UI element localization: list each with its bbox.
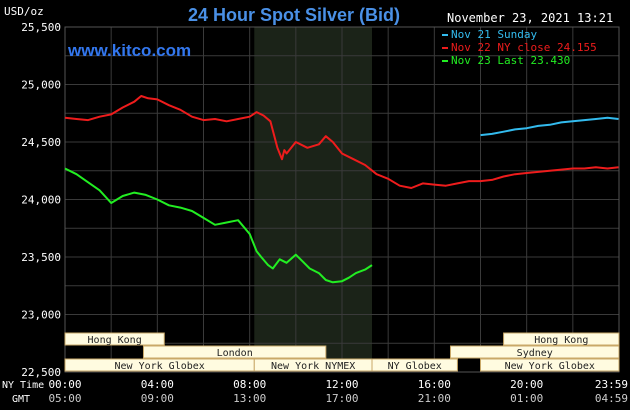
timestamp: November 23, 2021 13:21 bbox=[447, 11, 613, 25]
y-axis-label: USD/oz bbox=[4, 5, 44, 18]
grid-lines bbox=[64, 26, 620, 373]
session-bar: NY Globex bbox=[371, 358, 458, 372]
session-bar-box bbox=[371, 358, 458, 372]
session-bar: New York NYMEX bbox=[253, 358, 373, 372]
y-tick-labels: 25,500 25,000 24,500 24,000 23,500 23,000 22,5… bbox=[21, 21, 61, 379]
series-layer bbox=[64, 95, 619, 284]
legend-entry: Nov 23 Last 23.430 bbox=[451, 54, 570, 67]
session-bar: New York Globex bbox=[64, 358, 255, 372]
session-bar-label: NY Globex bbox=[388, 361, 442, 372]
watermark: www.kitco.com bbox=[67, 41, 191, 60]
x-tick-label-gmt: 21:00 bbox=[418, 392, 451, 405]
session-bar-label: New York Globex bbox=[114, 361, 204, 372]
x-axis-label-ny: NY Time bbox=[2, 380, 44, 391]
chart-title: 24 Hour Spot Silver (Bid) bbox=[188, 5, 400, 25]
session-bar-box bbox=[64, 332, 165, 346]
x-tick-label-gmt: 01:00 bbox=[510, 392, 543, 405]
session-bar: London bbox=[142, 345, 327, 359]
plot-border bbox=[64, 26, 620, 373]
y-tick-label: 23,500 bbox=[21, 251, 61, 264]
y-tick-label: 25,000 bbox=[21, 79, 61, 92]
x-tick-label-gmt: 05:00 bbox=[48, 392, 81, 405]
x-tick-label: 00:00 bbox=[48, 378, 81, 391]
legend-entry: Nov 22 NY close 24.155 bbox=[451, 41, 597, 54]
series-line-1 bbox=[64, 95, 619, 189]
series-line-0 bbox=[480, 116, 619, 137]
x-tick-label-gmt: 13:00 bbox=[233, 392, 266, 405]
session-bar-label: London bbox=[217, 348, 253, 359]
x-tick-label: 04:00 bbox=[141, 378, 174, 391]
y-tick-label: 22,500 bbox=[21, 366, 61, 379]
session-bar: Hong Kong bbox=[503, 332, 620, 346]
x-tick-label: 16:00 bbox=[418, 378, 451, 391]
y-tick-label: 24,500 bbox=[21, 136, 61, 149]
x-tick-label: 20:00 bbox=[510, 378, 543, 391]
series-line-2 bbox=[64, 167, 373, 284]
x-tick-label-gmt: 17:00 bbox=[325, 392, 358, 405]
session-bar-box bbox=[480, 358, 620, 372]
session-bar-label: Sydney bbox=[517, 348, 553, 359]
session-bar: New York Globex bbox=[480, 358, 620, 372]
session-bar-box bbox=[503, 332, 620, 346]
x-tick-label-gmt: 09:00 bbox=[141, 392, 174, 405]
session-bar-label: Hong Kong bbox=[534, 335, 588, 346]
x-axis-label-gmt: GMT bbox=[12, 394, 30, 405]
legend-entry: Nov 21 Sunday bbox=[451, 28, 537, 41]
session-bar-box bbox=[449, 345, 620, 359]
session-bar-label: New York Globex bbox=[505, 361, 595, 372]
x-tick-label: 12:00 bbox=[325, 378, 358, 391]
session-bar-box bbox=[142, 345, 327, 359]
session-bars: Hong Kong London New York Globex New York N… bbox=[64, 332, 620, 372]
x-tick-label: 08:00 bbox=[233, 378, 266, 391]
x-tick-label: 23:59 bbox=[595, 378, 628, 391]
session-bar-label: Hong Kong bbox=[88, 335, 142, 346]
x-tick-label-gmt: 04:59 bbox=[595, 392, 628, 405]
session-bar: Sydney bbox=[449, 345, 620, 359]
session-bar: Hong Kong bbox=[64, 332, 165, 346]
session-bar-label: New York NYMEX bbox=[271, 361, 355, 372]
y-tick-label: 25,500 bbox=[21, 21, 61, 34]
y-tick-label: 24,000 bbox=[21, 194, 61, 207]
y-tick-label: 23,000 bbox=[21, 309, 61, 322]
